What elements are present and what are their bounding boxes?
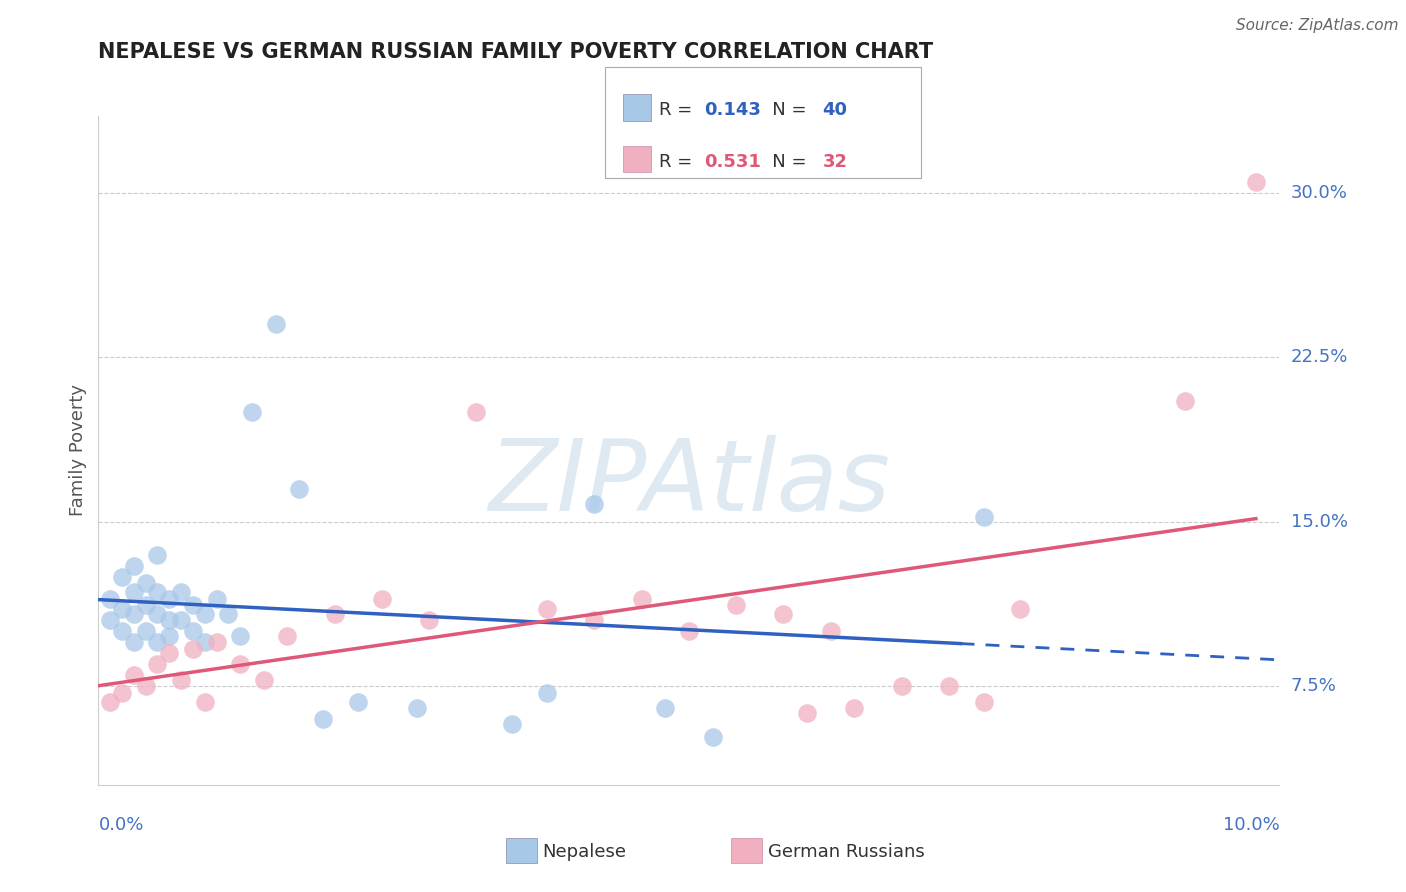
Point [157,646,180,660]
Point [157,629,180,643]
Point [122,607,145,621]
Point [536,602,558,616]
Point [194,635,217,649]
Point [323,607,346,621]
Text: 0.0%: 0.0% [98,815,143,833]
Point [844,701,866,715]
Point [678,624,700,639]
Point [98,695,121,709]
Point [973,510,995,524]
Point [111,686,134,700]
Point [312,712,335,726]
Point [240,405,263,419]
Text: 0.531: 0.531 [704,153,761,170]
Point [111,569,134,583]
Point [135,598,157,612]
Point [796,706,818,720]
Text: 30.0%: 30.0% [1291,184,1347,202]
Text: N =: N = [755,153,813,170]
Text: 0.143: 0.143 [704,102,761,120]
Text: German Russians: German Russians [768,843,924,861]
Text: NEPALESE VS GERMAN RUSSIAN FAMILY POVERTY CORRELATION CHART: NEPALESE VS GERMAN RUSSIAN FAMILY POVERT… [98,43,934,62]
Point [135,679,157,693]
Point [181,598,204,612]
Point [371,591,394,606]
Point [347,695,370,709]
Text: 15.0%: 15.0% [1291,513,1347,531]
Point [1174,394,1197,409]
Text: 40: 40 [823,102,848,120]
Point [181,642,204,657]
Point [146,585,169,599]
Point [157,614,180,628]
Point [973,695,995,709]
Point [465,405,488,419]
Point [288,482,311,496]
Point [205,591,228,606]
Text: ZIPAtlas: ZIPAtlas [488,435,890,533]
Point [630,591,652,606]
Point [583,614,606,628]
Point [170,585,193,599]
Point [146,607,169,621]
Text: R =: R = [659,153,699,170]
Point [111,602,134,616]
Text: 7.5%: 7.5% [1291,677,1337,695]
Point [253,673,276,687]
Text: Source: ZipAtlas.com: Source: ZipAtlas.com [1236,18,1399,33]
Point [122,558,145,573]
Point [157,591,180,606]
Point [98,614,121,628]
Point [205,635,228,649]
Point [583,497,606,511]
Point [406,701,429,715]
Point [1244,175,1267,189]
Y-axis label: Family Poverty: Family Poverty [69,384,87,516]
Point [122,585,145,599]
Point [501,716,523,731]
Point [418,614,440,628]
Point [170,614,193,628]
Point [820,624,842,639]
Text: R =: R = [659,102,699,120]
Point [536,686,558,700]
Point [890,679,912,693]
Point [181,624,204,639]
Point [725,598,748,612]
Point [135,576,157,591]
Point [111,624,134,639]
Point [194,695,217,709]
Text: Nepalese: Nepalese [543,843,627,861]
Text: 10.0%: 10.0% [1223,815,1279,833]
Point [264,318,287,332]
Text: 22.5%: 22.5% [1291,348,1348,367]
Point [654,701,676,715]
Point [229,629,252,643]
Point [170,673,193,687]
Point [194,607,217,621]
Text: N =: N = [755,102,813,120]
Point [122,635,145,649]
Point [229,657,252,672]
Point [217,607,239,621]
Point [146,657,169,672]
Point [98,591,121,606]
Point [702,730,724,744]
Point [772,607,794,621]
Text: 32: 32 [823,153,848,170]
Point [146,548,169,562]
Point [135,624,157,639]
Point [146,635,169,649]
Point [276,629,298,643]
Point [122,668,145,682]
Point [1008,602,1031,616]
Point [938,679,960,693]
